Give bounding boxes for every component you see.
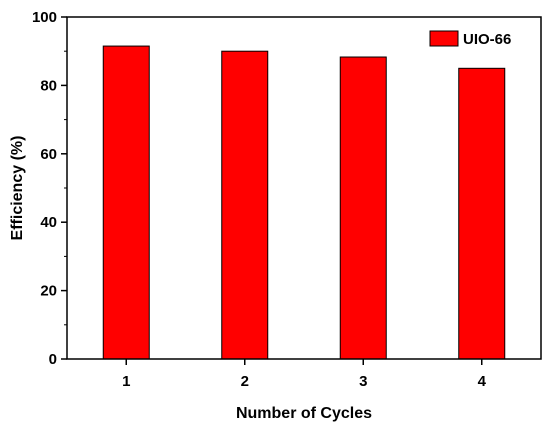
y-tick-label: 80 — [40, 77, 57, 94]
x-tick-label: 3 — [359, 373, 367, 390]
bar-cycle-3 — [339, 56, 387, 360]
x-axis-title: Number of Cycles — [236, 405, 372, 422]
y-tick-label: 20 — [40, 283, 57, 300]
x-tick-label: 2 — [241, 373, 249, 390]
bar-cycle-2 — [221, 50, 269, 360]
x-tick-label: 4 — [478, 373, 487, 390]
y-axis-title: Efficiency (%) — [9, 136, 26, 241]
legend-label: UIO-66 — [463, 31, 511, 48]
bar-cycle-1 — [102, 45, 150, 360]
bars-layer — [102, 45, 506, 360]
legend-swatch — [429, 30, 459, 47]
y-tick-label: 40 — [40, 214, 57, 231]
x-tick-label: 1 — [122, 373, 130, 390]
bar-cycle-4 — [458, 67, 506, 360]
legend: UIO-66 — [429, 30, 511, 48]
y-tick-label: 0 — [49, 351, 57, 368]
y-tick-label: 100 — [32, 9, 57, 26]
y-tick-label: 60 — [40, 146, 57, 163]
